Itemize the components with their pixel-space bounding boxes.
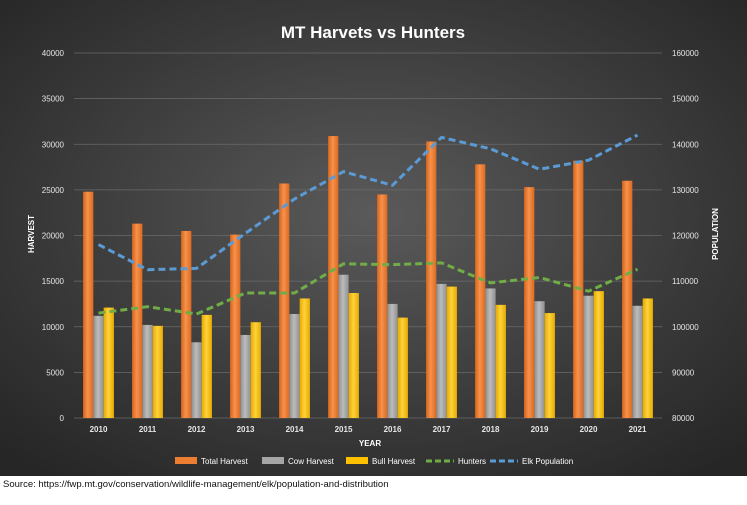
legend-label-cow-harvest: Cow Harvest: [288, 457, 335, 466]
bar-total-harvest: [230, 234, 241, 418]
y2-tick-label: 80000: [672, 414, 695, 423]
bar-total-harvest: [83, 191, 94, 418]
bar-cow-harvest: [240, 334, 251, 418]
y-tick-label: 30000: [42, 140, 65, 149]
bar-cow-harvest: [191, 342, 202, 418]
y-axis-label: HARVEST: [27, 215, 36, 253]
bar-total-harvest: [377, 194, 388, 418]
bar-total-harvest: [328, 136, 339, 418]
bar-bull-harvest: [544, 313, 555, 418]
bar-bull-harvest: [397, 317, 408, 418]
bar-total-harvest: [181, 230, 192, 418]
y-tick-label: 35000: [42, 95, 65, 104]
legend-label-total-harvest: Total Harvest: [201, 457, 248, 466]
y-tick-label: 20000: [42, 232, 65, 241]
bar-bull-harvest: [103, 307, 114, 418]
x-tick-label: 2018: [482, 425, 500, 434]
x-tick-label: 2016: [384, 425, 402, 434]
bar-bull-harvest: [250, 322, 261, 418]
y-tick-label: 10000: [42, 323, 65, 332]
x-tick-label: 2013: [237, 425, 255, 434]
x-tick-label: 2014: [286, 425, 304, 434]
line-hunters: [98, 261, 639, 316]
bar-total-harvest: [622, 180, 633, 418]
bar-total-harvest: [475, 164, 486, 418]
y2-tick-label: 90000: [672, 368, 695, 377]
legend-swatch-cow-harvest: [262, 457, 284, 464]
legend: Total Harvest Cow Harvest Bull Harvest Hunt…: [175, 457, 573, 466]
bar-total-harvest: [279, 183, 290, 418]
bar-bull-harvest: [348, 292, 359, 418]
y-tick-label: 5000: [46, 368, 64, 377]
lines: [97, 133, 639, 316]
bar-cow-harvest: [436, 283, 447, 418]
legend-swatch-bull-harvest: [346, 457, 368, 464]
line-elk-population: [97, 133, 639, 272]
gridlines: [74, 52, 662, 419]
x-tick-label: 2020: [580, 425, 598, 434]
x-tick-label: 2017: [433, 425, 451, 434]
bar-bull-harvest: [201, 314, 212, 418]
bar-bull-harvest: [642, 298, 653, 418]
bars: [83, 136, 653, 419]
bar-cow-harvest: [93, 315, 104, 418]
y2-tick-label: 110000: [672, 277, 699, 286]
chart-title: MT Harvets vs Hunters: [281, 23, 465, 42]
bar-cow-harvest: [632, 305, 643, 418]
y-tick-label: 15000: [42, 277, 65, 286]
bar-bull-harvest: [152, 325, 163, 418]
axes: 0 5000 10000 15000 20000 25000 30000 35000 40000…: [42, 49, 699, 434]
legend-swatch-total-harvest: [175, 457, 197, 464]
x-tick-label: 2021: [629, 425, 647, 434]
x-tick-label: 2012: [188, 425, 206, 434]
y2-tick-label: 150000: [672, 95, 699, 104]
y2-tick-label: 130000: [672, 186, 699, 195]
source-note: Source: https://fwp.mt.gov/conservation/…: [3, 479, 389, 490]
bar-cow-harvest: [338, 274, 349, 418]
bar-cow-harvest: [387, 303, 398, 418]
x-tick-label: 2011: [139, 425, 157, 434]
y2-axis-label: POPULATION: [711, 208, 720, 260]
bar-cow-harvest: [142, 324, 153, 418]
x-tick-label: 2010: [90, 425, 108, 434]
bar-bull-harvest: [299, 298, 310, 418]
bar-bull-harvest: [446, 286, 457, 418]
bar-total-harvest: [524, 187, 535, 418]
y2-tick-label: 120000: [672, 232, 699, 241]
legend-label-hunters: Hunters: [458, 457, 486, 466]
bar-total-harvest: [426, 141, 437, 418]
x-tick-label: 2019: [531, 425, 549, 434]
legend-label-elk-population: Elk Population: [522, 457, 573, 466]
bar-cow-harvest: [289, 313, 300, 418]
y2-tick-label: 160000: [672, 49, 699, 58]
y2-tick-label: 100000: [672, 323, 699, 332]
bar-bull-harvest: [593, 291, 604, 418]
y-tick-label: 25000: [42, 186, 65, 195]
y-tick-label: 40000: [42, 49, 65, 58]
x-axis-label: YEAR: [359, 439, 381, 448]
y-tick-label: 0: [60, 414, 65, 423]
y2-tick-label: 140000: [672, 140, 699, 149]
bar-cow-harvest: [583, 295, 594, 418]
bar-bull-harvest: [495, 304, 506, 418]
legend-label-bull-harvest: Bull Harvest: [372, 457, 416, 466]
x-tick-label: 2015: [335, 425, 353, 434]
bar-cow-harvest: [485, 288, 496, 418]
bar-cow-harvest: [534, 301, 545, 418]
bar-total-harvest: [132, 223, 143, 418]
